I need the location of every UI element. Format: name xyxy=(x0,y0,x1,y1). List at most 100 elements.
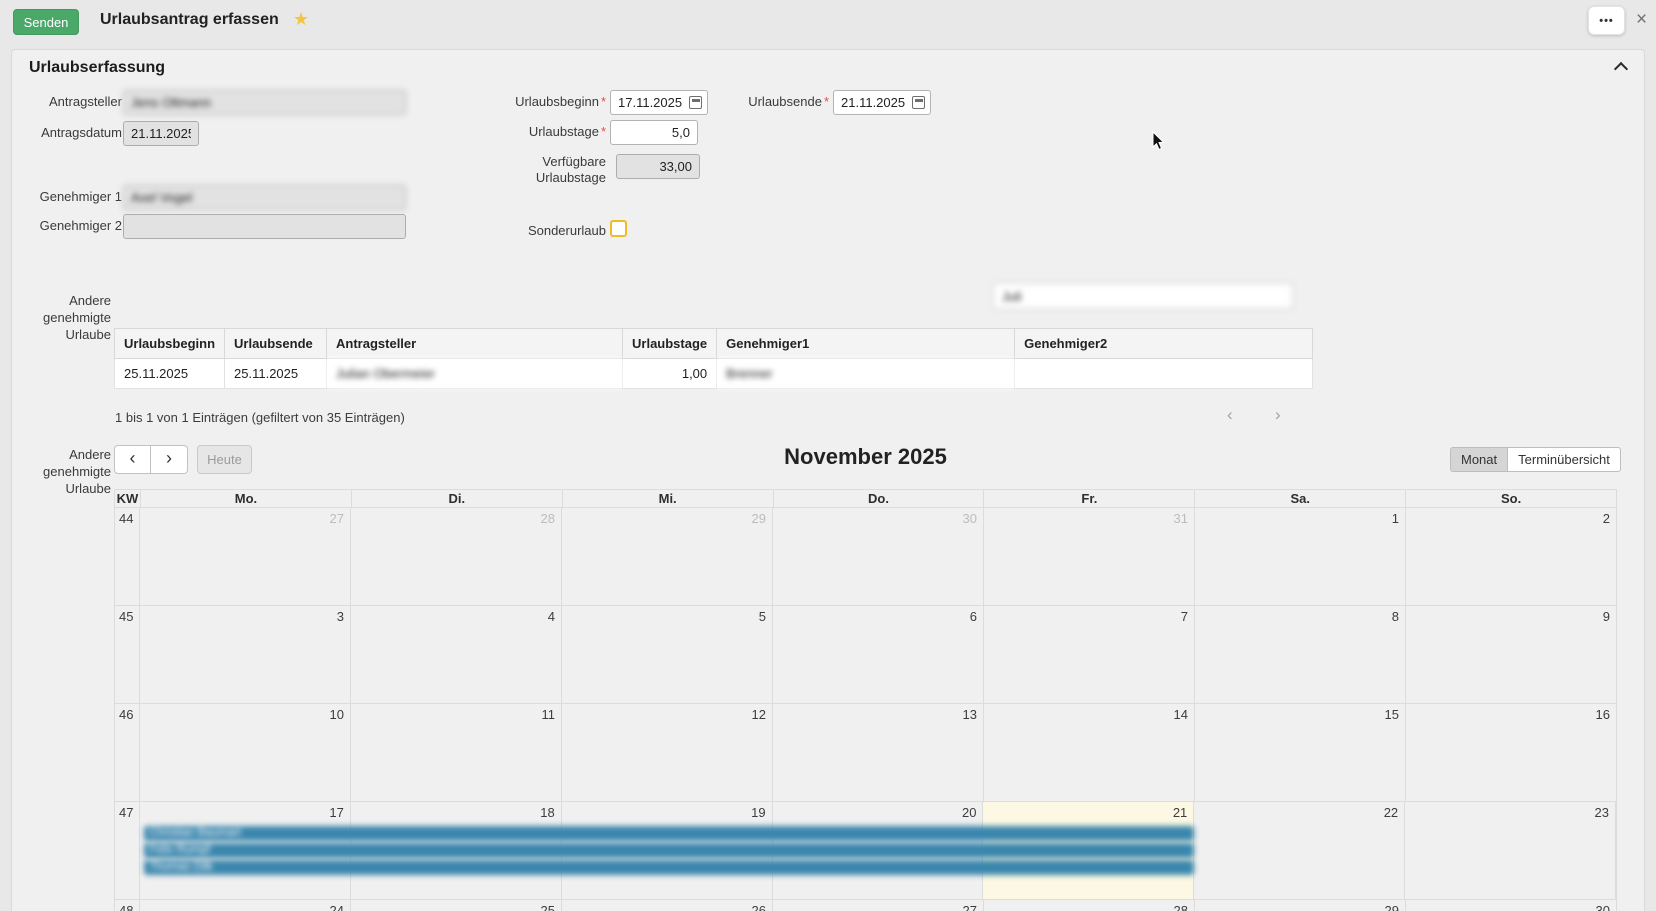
table-row[interactable]: 25.11.2025 25.11.2025 Julian Obermeier 1,00… xyxy=(113,358,1314,389)
more-options-button[interactable]: ••• xyxy=(1588,6,1625,35)
column-header[interactable]: Urlaubstage xyxy=(622,328,718,359)
calendar-day-cell[interactable]: 3 xyxy=(140,606,351,703)
calendar-day-cell[interactable]: 15 xyxy=(1195,704,1406,801)
day-number: 30 xyxy=(1595,903,1610,911)
calendar-day-cell[interactable]: 7 xyxy=(984,606,1195,703)
table-cell[interactable]: Julian Obermeier xyxy=(326,358,624,389)
calendar-day-cell[interactable]: 6 xyxy=(773,606,984,703)
calendar-day-cell[interactable]: 31 xyxy=(984,508,1195,605)
day-number: 14 xyxy=(1173,707,1188,722)
urlaubstage-label: Urlaubstage * xyxy=(456,124,606,140)
sonderurlaub-label: Sonderurlaub xyxy=(527,223,606,238)
calendar-day-cell[interactable]: 11 xyxy=(351,704,562,801)
calendar-day-cell[interactable]: 23 xyxy=(1405,802,1617,899)
calendar-event[interactable]: Thomas Dilk xyxy=(144,860,1194,875)
label-line2: Urlaubstage xyxy=(535,170,606,185)
day-number: 13 xyxy=(962,707,977,722)
calendar-day-cell[interactable]: 10 xyxy=(140,704,351,801)
calendar-day-cell[interactable]: 28 xyxy=(984,900,1195,911)
send-button[interactable]: Senden xyxy=(13,9,79,35)
genehmiger2-field[interactable] xyxy=(123,214,406,239)
calendar-day-cell[interactable]: 25 xyxy=(351,900,562,911)
calendar-day-cell[interactable]: 4 xyxy=(351,606,562,703)
close-icon[interactable]: × xyxy=(1630,9,1653,30)
antragsteller-field[interactable] xyxy=(123,90,406,115)
week-number-cell: 45 xyxy=(115,606,140,703)
calendar-day-cell[interactable]: 12 xyxy=(562,704,773,801)
calendar-day-cell[interactable]: 29 xyxy=(562,508,773,605)
calendar-day-cell[interactable]: 30 xyxy=(773,508,984,605)
calendar-day-cell[interactable]: 30 xyxy=(1406,900,1616,911)
verfuegbare-urlaubstage-field[interactable] xyxy=(616,154,700,179)
urlaubsende-label-text: Urlaubsende xyxy=(748,94,822,109)
column-header[interactable]: Genehmiger1 xyxy=(716,328,1016,359)
day-number: 6 xyxy=(969,609,977,624)
calendar-picker-icon[interactable] xyxy=(912,96,925,109)
calendar-day-cell[interactable]: 8 xyxy=(1195,606,1406,703)
genehmiger1-field[interactable] xyxy=(123,185,406,210)
antragsteller-label: Antragsteller xyxy=(49,94,122,109)
day-number: 31 xyxy=(1173,511,1188,526)
calendar-day-cell[interactable]: 2 xyxy=(1406,508,1616,605)
calendar-day-cell[interactable]: 27 xyxy=(773,900,984,911)
calendar-week-row: 45 3 4 5 6 7 8 9 xyxy=(115,606,1616,704)
calendar-picker-icon[interactable] xyxy=(689,96,702,109)
calendar-day-cell[interactable]: 1 xyxy=(1195,508,1406,605)
collapse-chevron-up-icon[interactable] xyxy=(1616,62,1626,72)
calendar-day-cell[interactable]: 27 xyxy=(140,508,351,605)
column-header[interactable]: Urlaubsende xyxy=(224,328,328,359)
urlaubsende-field[interactable] xyxy=(833,90,931,115)
table-header: Urlaubsbeginn Urlaubsende Antragsteller Url… xyxy=(113,328,1314,359)
weekday-header: Mo. xyxy=(141,490,352,507)
urlaubstage-field[interactable] xyxy=(610,120,698,145)
day-number: 26 xyxy=(751,903,766,911)
day-number: 11 xyxy=(541,707,556,722)
column-header[interactable]: Genehmiger2 xyxy=(1014,328,1314,359)
calendar-day-cell[interactable]: 29 xyxy=(1195,900,1406,911)
calendar-day-cell[interactable]: 26 xyxy=(562,900,773,911)
genehmiger1-label: Genehmiger 1 xyxy=(39,189,122,204)
table-cell[interactable]: 25.11.2025 xyxy=(113,358,226,389)
day-number: 27 xyxy=(962,903,977,911)
day-number: 30 xyxy=(962,511,977,526)
day-number: 20 xyxy=(961,805,977,820)
day-number: 21 xyxy=(1172,805,1188,820)
urlaubsbeginn-field[interactable] xyxy=(610,90,708,115)
calendar-day-cell[interactable]: 13 xyxy=(773,704,984,801)
calendar-day-cell[interactable]: 5 xyxy=(562,606,773,703)
label-line: Andere xyxy=(69,293,111,308)
table-pagination-prev-icon[interactable]: ‹ xyxy=(1221,404,1239,426)
favorite-star-icon[interactable]: ★ xyxy=(293,9,310,29)
calendar-week-row: 48 24 25 26 27 28 29 30 xyxy=(115,900,1616,911)
today-button[interactable]: Heute xyxy=(197,445,252,474)
calendar-day-cell[interactable]: 24 xyxy=(140,900,351,911)
table-cell[interactable]: 25.11.2025 xyxy=(224,358,328,389)
view-terminuebersicht-button[interactable]: Terminübersicht xyxy=(1507,447,1621,472)
table-cell[interactable]: Brenner xyxy=(716,358,1016,389)
week-number: 45 xyxy=(119,609,134,624)
calendar-prev-button[interactable]: ‹ xyxy=(114,445,151,474)
other-vacations-section-label: Andere genehmigte Urlaube xyxy=(15,292,111,343)
day-number: 18 xyxy=(540,805,555,820)
table-pagination-next-icon[interactable]: › xyxy=(1269,404,1287,426)
calendar-day-cell[interactable]: 16 xyxy=(1406,704,1616,801)
view-monat-button[interactable]: Monat xyxy=(1450,447,1508,472)
day-number: 23 xyxy=(1594,805,1610,820)
calendar-event[interactable]: Christian Baumart xyxy=(144,826,1194,841)
calendar-day-cell[interactable]: 22 xyxy=(1194,802,1406,899)
sonderurlaub-checkbox[interactable] xyxy=(610,220,627,237)
table-cell[interactable] xyxy=(1014,358,1314,389)
column-header[interactable]: Antragsteller xyxy=(326,328,624,359)
week-number-cell: 47 xyxy=(115,802,140,899)
antragsdatum-field[interactable] xyxy=(123,121,199,146)
calendar-day-cell[interactable]: 9 xyxy=(1406,606,1616,703)
required-asterisk: * xyxy=(600,124,606,139)
column-header[interactable]: Urlaubsbeginn xyxy=(113,328,226,359)
calendar-day-cell[interactable]: 28 xyxy=(351,508,562,605)
table-cell[interactable]: 1,00 xyxy=(622,358,718,389)
calendar-day-cell[interactable]: 14 xyxy=(984,704,1195,801)
calendar-event[interactable]: Felix Rumpf xyxy=(144,843,1194,858)
antragsdatum-label: Antragsdatum xyxy=(41,125,122,140)
table-filter-input[interactable] xyxy=(993,283,1293,309)
calendar-next-button[interactable]: › xyxy=(151,445,188,474)
